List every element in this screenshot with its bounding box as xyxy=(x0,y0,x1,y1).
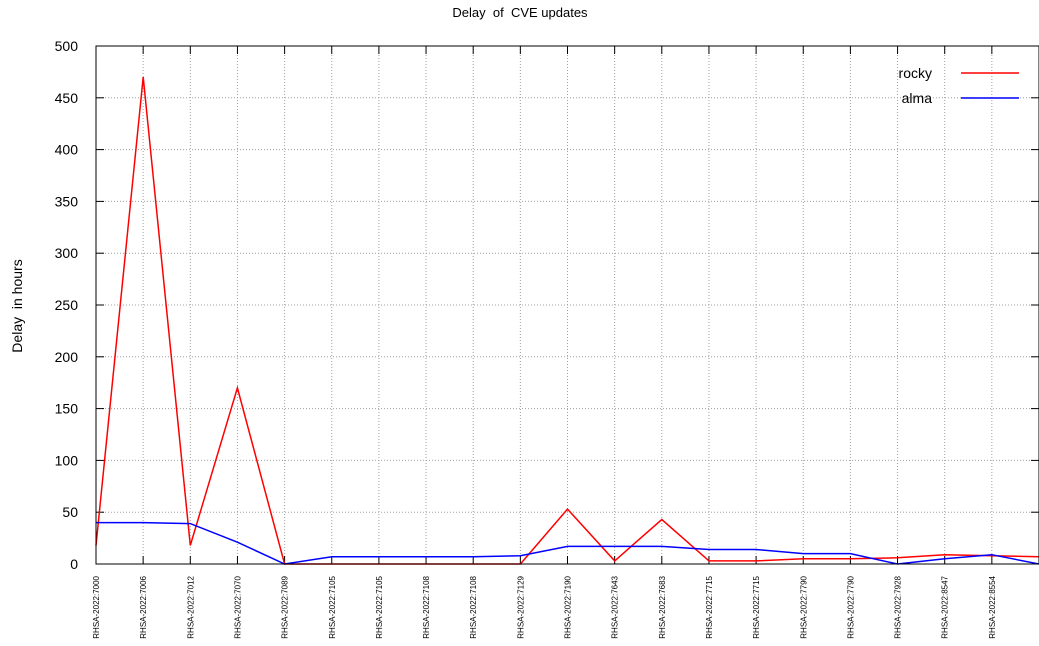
plot-frame xyxy=(95,45,1039,565)
y-tick-label: 400 xyxy=(55,142,79,158)
series-lines xyxy=(95,77,1039,565)
x-tick-label: RHSA-2022:8554 xyxy=(988,575,997,638)
x-tick-label: RHSA-2022:7190 xyxy=(564,575,573,638)
chart-title: Delay of CVE updates xyxy=(452,5,588,20)
x-tick-label: RHSA-2022:7683 xyxy=(658,575,667,638)
legend: rocky alma xyxy=(899,65,1019,106)
x-tick-label: RHSA-2022:7928 xyxy=(894,575,903,638)
x-tick-label: RHSA-2022:7070 xyxy=(233,575,242,638)
x-tick-label: RHSA-2022:7000 xyxy=(92,575,101,638)
x-tick-label: RHSA-2022:7089 xyxy=(281,575,290,638)
x-tick-label: RHSA-2022:7012 xyxy=(186,575,195,638)
y-tick-label: 250 xyxy=(55,297,79,313)
x-tick-label: RHSA-2022:7105 xyxy=(375,575,384,638)
legend-label-alma: alma xyxy=(902,90,933,106)
y-tick-label: 0 xyxy=(70,556,78,572)
y-tick-label: 450 xyxy=(55,90,79,106)
y-tick-label: 200 xyxy=(55,349,79,365)
y-axis-label: Delay in hours xyxy=(9,259,25,352)
x-tick-label: RHSA-2022:7643 xyxy=(611,575,620,638)
x-axis-ticks: RHSA-2022:7000 RHSA-2022:7006 RHSA-2022:70… xyxy=(92,46,997,639)
legend-label-rocky: rocky xyxy=(899,65,932,81)
x-tick-label: RHSA-2022:7108 xyxy=(422,575,431,638)
y-tick-label: 50 xyxy=(62,504,78,520)
y-tick-label: 350 xyxy=(55,193,79,209)
x-tick-label: RHSA-2022:7790 xyxy=(846,575,855,638)
x-tick-label: RHSA-2022:7108 xyxy=(469,575,478,638)
x-tick-label: RHSA-2022:7105 xyxy=(328,575,337,638)
y-axis-ticks: 0 50 100 150 200 250 300 350 400 450 500 xyxy=(55,38,1039,572)
x-tick-label: RHSA-2022:7790 xyxy=(799,575,808,638)
x-tick-label: RHSA-2022:7715 xyxy=(752,575,761,638)
series-line-rocky xyxy=(95,77,1039,565)
y-tick-label: 100 xyxy=(55,452,79,468)
x-tick-label: RHSA-2022:7129 xyxy=(516,575,525,638)
x-tick-label: RHSA-2022:8547 xyxy=(941,575,950,638)
y-tick-label: 150 xyxy=(55,401,79,417)
y-tick-label: 500 xyxy=(55,38,79,54)
x-tick-label: RHSA-2022:7006 xyxy=(139,575,148,638)
grid xyxy=(96,46,1039,564)
series-line-alma xyxy=(96,521,1039,565)
x-tick-label: RHSA-2022:7715 xyxy=(705,575,714,638)
y-tick-label: 300 xyxy=(55,245,79,261)
